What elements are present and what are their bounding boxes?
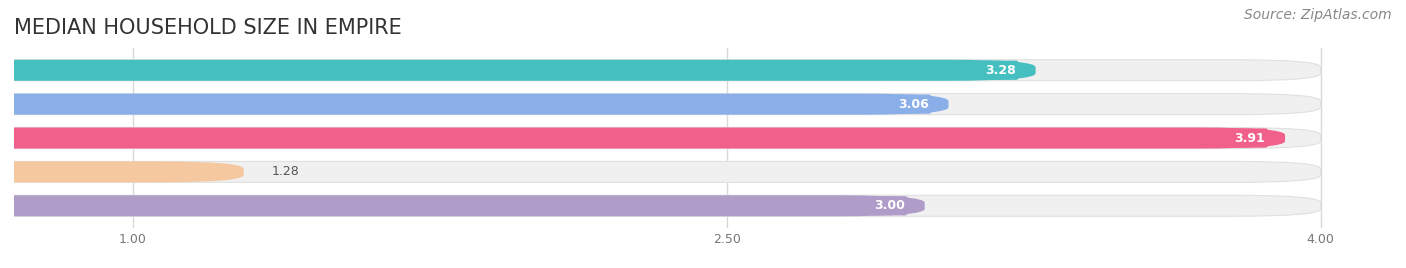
Text: Source: ZipAtlas.com: Source: ZipAtlas.com (1244, 8, 1392, 22)
FancyBboxPatch shape (0, 94, 949, 115)
Text: 3.06: 3.06 (898, 98, 929, 111)
Text: MEDIAN HOUSEHOLD SIZE IN EMPIRE: MEDIAN HOUSEHOLD SIZE IN EMPIRE (14, 18, 402, 38)
FancyBboxPatch shape (0, 161, 1320, 183)
FancyBboxPatch shape (0, 60, 1036, 81)
FancyBboxPatch shape (0, 128, 1320, 148)
FancyBboxPatch shape (0, 60, 1320, 81)
FancyBboxPatch shape (0, 128, 1285, 148)
FancyBboxPatch shape (0, 94, 1320, 115)
FancyBboxPatch shape (0, 195, 1320, 216)
FancyBboxPatch shape (0, 195, 925, 216)
Text: 3.00: 3.00 (875, 199, 905, 212)
Text: 1.28: 1.28 (271, 165, 299, 178)
Text: 3.91: 3.91 (1234, 132, 1265, 144)
Text: 3.28: 3.28 (986, 64, 1015, 77)
FancyBboxPatch shape (0, 161, 243, 183)
